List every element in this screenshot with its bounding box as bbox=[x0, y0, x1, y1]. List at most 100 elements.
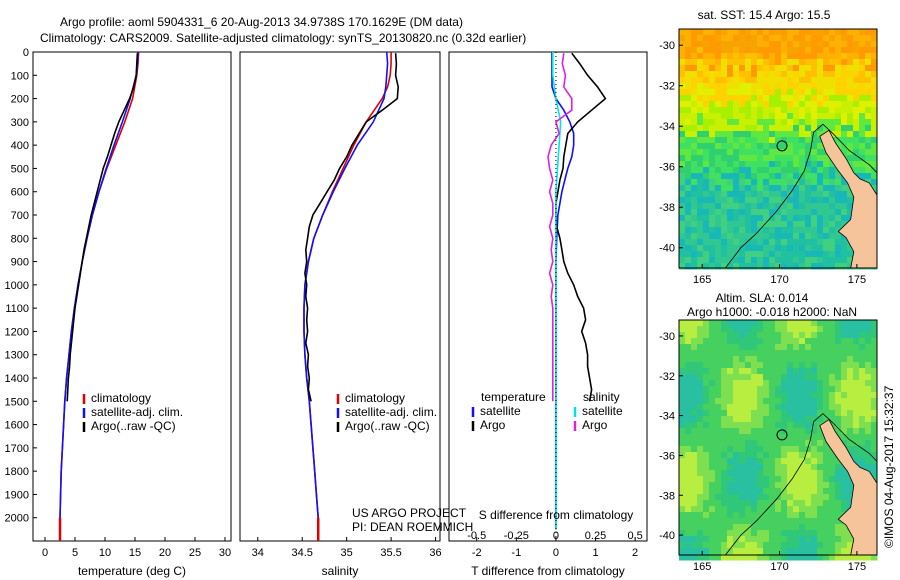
map-cell bbox=[697, 338, 704, 345]
map-cell bbox=[679, 107, 686, 114]
map-cell bbox=[805, 482, 812, 489]
map-cell bbox=[739, 221, 746, 228]
map-cell bbox=[691, 257, 698, 264]
map-cell bbox=[751, 446, 758, 453]
map-cell bbox=[685, 422, 692, 429]
map-cell bbox=[691, 41, 698, 48]
x-tick-label: 10 bbox=[99, 547, 111, 559]
map-cell bbox=[727, 173, 734, 180]
map-cell bbox=[739, 167, 746, 174]
map-cell bbox=[745, 215, 752, 222]
map-cell bbox=[763, 374, 770, 381]
map-cell bbox=[787, 434, 794, 441]
map-cell bbox=[775, 221, 782, 228]
map-cell bbox=[757, 470, 764, 477]
map-cell bbox=[763, 251, 770, 258]
map-cell bbox=[835, 191, 842, 198]
map-cell bbox=[781, 422, 788, 429]
map-cell bbox=[751, 245, 758, 252]
map-cell bbox=[859, 344, 866, 351]
map-cell bbox=[799, 374, 806, 381]
map-cell bbox=[835, 179, 842, 186]
map-cell bbox=[823, 416, 830, 423]
map-cell bbox=[793, 524, 800, 531]
map-cell bbox=[763, 338, 770, 345]
map-cell bbox=[811, 143, 818, 150]
map-cell bbox=[799, 29, 806, 36]
map-cell bbox=[751, 191, 758, 198]
figure-title-line2: Climatology: CARS2009. Satellite-adjuste… bbox=[40, 31, 526, 45]
map-cell bbox=[685, 392, 692, 399]
map-cell bbox=[769, 524, 776, 531]
map-cell bbox=[811, 338, 818, 345]
map-cell bbox=[805, 149, 812, 156]
map-cell bbox=[865, 113, 872, 120]
map-cell bbox=[859, 338, 866, 345]
map-cell bbox=[751, 251, 758, 258]
map-cell bbox=[697, 362, 704, 369]
map-cell bbox=[787, 53, 794, 60]
map-cell bbox=[715, 131, 722, 138]
map-cell bbox=[799, 344, 806, 351]
map-cell bbox=[739, 137, 746, 144]
map-cell bbox=[721, 143, 728, 150]
map-cell bbox=[751, 161, 758, 168]
map-cell bbox=[685, 344, 692, 351]
map-cell bbox=[769, 536, 776, 543]
map-cell bbox=[835, 344, 842, 351]
map-cell bbox=[793, 536, 800, 543]
map-cell bbox=[781, 320, 788, 327]
map-cell bbox=[757, 155, 764, 162]
map-cell bbox=[685, 548, 692, 555]
map-cell bbox=[733, 77, 740, 84]
map-cell bbox=[769, 191, 776, 198]
map-cell bbox=[799, 338, 806, 345]
map-cell bbox=[703, 89, 710, 96]
map-cell bbox=[799, 416, 806, 423]
map-cell bbox=[853, 29, 860, 36]
map-cell bbox=[679, 53, 686, 60]
map-cell bbox=[739, 227, 746, 234]
map-cell bbox=[853, 350, 860, 357]
map-cell bbox=[727, 320, 734, 327]
map-cell bbox=[679, 404, 686, 411]
map-cell bbox=[751, 494, 758, 501]
map-cell bbox=[769, 518, 776, 525]
map-cell bbox=[763, 245, 770, 252]
map-cell bbox=[763, 554, 770, 561]
map-cell bbox=[847, 155, 854, 162]
map-cell bbox=[853, 458, 860, 465]
x-tick-label: 0 bbox=[553, 547, 559, 559]
map-cell bbox=[835, 380, 842, 387]
map-cell bbox=[775, 338, 782, 345]
map-cell bbox=[751, 476, 758, 483]
map-cell bbox=[745, 179, 752, 186]
map-cell bbox=[841, 392, 848, 399]
map-cell bbox=[757, 89, 764, 96]
map-cell bbox=[805, 185, 812, 192]
map-cell bbox=[739, 392, 746, 399]
map-cell bbox=[685, 458, 692, 465]
map-cell bbox=[703, 446, 710, 453]
map-cell bbox=[871, 320, 878, 327]
map-cell bbox=[751, 227, 758, 234]
map-cell bbox=[679, 434, 686, 441]
map-cell bbox=[793, 422, 800, 429]
map-cell bbox=[679, 131, 686, 138]
map-cell bbox=[751, 416, 758, 423]
map-cell bbox=[805, 29, 812, 36]
map-cell bbox=[823, 227, 830, 234]
map-cell bbox=[841, 404, 848, 411]
map-cell bbox=[823, 542, 830, 549]
map-cell bbox=[739, 215, 746, 222]
map-cell bbox=[769, 392, 776, 399]
map-cell bbox=[679, 137, 686, 144]
map-cell bbox=[739, 518, 746, 525]
legend-header-salinity: salinity bbox=[583, 390, 620, 404]
map-cell bbox=[709, 506, 716, 513]
map-cell bbox=[679, 488, 686, 495]
map-cell bbox=[769, 476, 776, 483]
map-cell bbox=[769, 362, 776, 369]
map-cell bbox=[691, 197, 698, 204]
